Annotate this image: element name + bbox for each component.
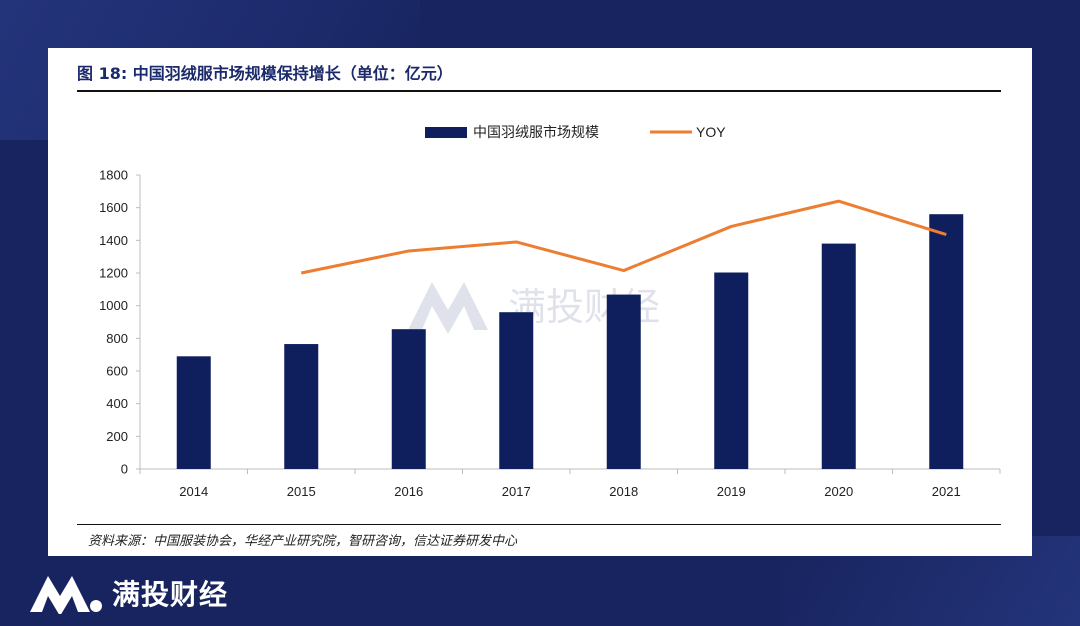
y-tick-label: 1800 bbox=[99, 168, 128, 183]
y-tick-label: 0 bbox=[121, 462, 128, 477]
bar-2015 bbox=[284, 344, 319, 469]
chart-canvas: 满投财经 中国羽绒服市场规模 YOY 0200400600800100012001… bbox=[99, 124, 1001, 499]
y-tick-label: 600 bbox=[106, 364, 128, 379]
chart-legend: 中国羽绒服市场规模 YOY bbox=[425, 124, 726, 140]
line-series bbox=[300, 199, 947, 275]
y-tick-label: 1400 bbox=[99, 233, 128, 248]
watermark-logo-icon bbox=[408, 282, 488, 334]
chart-card: 图 18: 中国羽绒服市场规模保持增长（单位：亿元） 满投财经 中国羽绒服市场规… bbox=[48, 48, 1032, 556]
bar-2018 bbox=[606, 294, 641, 469]
y-tick-label: 1200 bbox=[99, 266, 128, 281]
x-tick-label: 2016 bbox=[394, 484, 423, 499]
bar-2019 bbox=[714, 272, 749, 469]
legend-line-label: YOY bbox=[696, 124, 726, 140]
x-tick-label: 2017 bbox=[502, 484, 531, 499]
x-tick-label: 2019 bbox=[717, 484, 746, 499]
y-tick-label: 400 bbox=[106, 396, 128, 411]
x-tick-label: 2014 bbox=[179, 484, 208, 499]
x-tick-label: 2020 bbox=[824, 484, 853, 499]
footer-brand-name: 满投财经 bbox=[112, 578, 229, 611]
bar-2014 bbox=[176, 356, 211, 469]
y-tick-label: 800 bbox=[106, 331, 128, 346]
chart-title: 图 18: 中国羽绒服市场规模保持增长（单位：亿元） bbox=[77, 64, 453, 83]
bar-2020 bbox=[821, 243, 856, 469]
bar-2016 bbox=[391, 329, 426, 469]
legend-bar-swatch bbox=[425, 127, 467, 138]
source-note: 资料来源：中国服装协会，华经产业研究院，智研咨询，信达证券研发中心 bbox=[88, 534, 518, 549]
bar-2017 bbox=[499, 312, 534, 469]
bar-2021 bbox=[929, 214, 964, 469]
x-tick-label: 2021 bbox=[932, 484, 961, 499]
footer-logo: 满投财经 bbox=[28, 572, 228, 614]
bar-series bbox=[176, 214, 964, 469]
y-tick-label: 1600 bbox=[99, 200, 128, 215]
y-tick-label: 1000 bbox=[99, 298, 128, 313]
y-tick-label: 200 bbox=[106, 429, 128, 444]
legend-bar-label: 中国羽绒服市场规模 bbox=[473, 124, 599, 140]
x-tick-label: 2015 bbox=[287, 484, 316, 499]
chart-axes: 0 200 400 600 800 1000 1200 1400 1600 1800 2014 201… bbox=[99, 168, 1001, 499]
source-divider bbox=[77, 524, 1001, 525]
brand-logo-icon bbox=[30, 576, 102, 614]
title-divider bbox=[77, 90, 1001, 92]
x-tick-label: 2018 bbox=[609, 484, 638, 499]
